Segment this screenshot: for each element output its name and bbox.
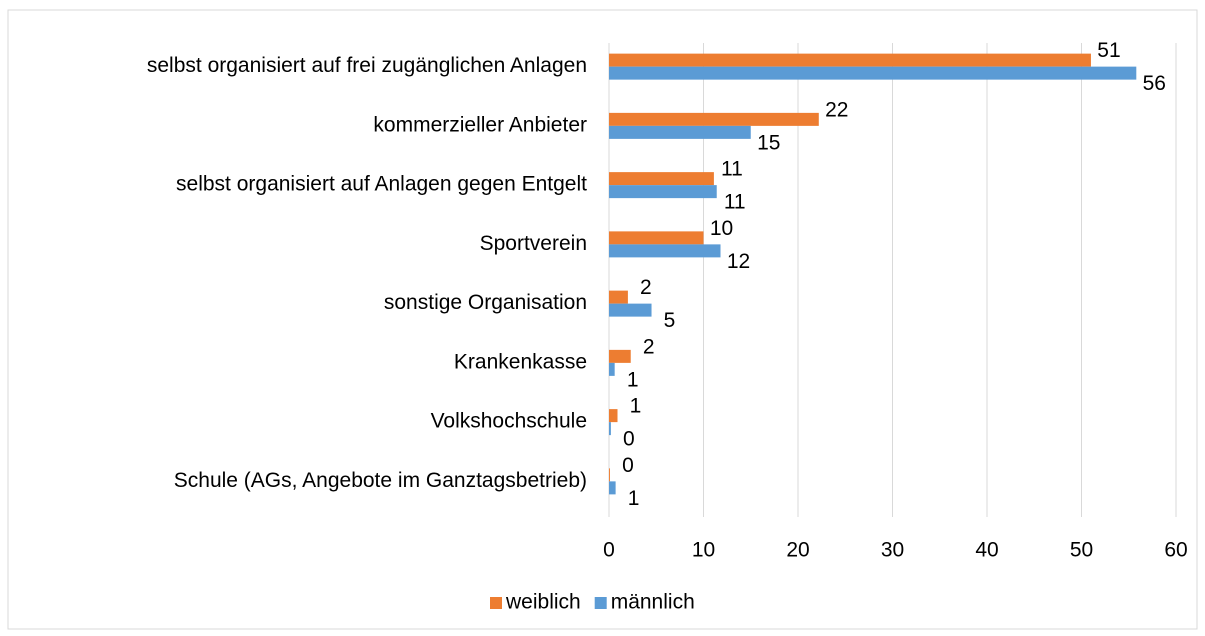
bar: [609, 53, 1091, 67]
bar: [609, 172, 714, 186]
legend-label: weiblich: [505, 591, 581, 614]
bar: [609, 244, 721, 258]
data-label: 1: [630, 395, 642, 418]
y-tick-label: Krankenkasse: [454, 350, 587, 373]
bar: [609, 481, 616, 495]
bar: [609, 303, 652, 317]
chart-border: [7, 9, 1198, 630]
y-tick-label: Volkshochschule: [431, 410, 587, 433]
data-label: 2: [640, 276, 652, 299]
data-label: 15: [757, 131, 780, 154]
data-label: 51: [1097, 39, 1120, 62]
bar: [609, 362, 615, 376]
x-tick-label: 20: [786, 539, 809, 562]
data-label: 56: [1143, 72, 1166, 95]
bar: [609, 422, 611, 436]
y-tick-label: kommerzieller Anbieter: [373, 113, 587, 136]
data-label: 5: [664, 309, 676, 332]
data-label: 12: [727, 250, 750, 273]
bar: [609, 290, 628, 304]
bar: [609, 349, 631, 363]
data-label: 0: [623, 428, 635, 451]
x-tick-label: 40: [975, 539, 998, 562]
bar: [609, 231, 704, 245]
x-tick-label: 30: [881, 539, 904, 562]
bar: [609, 468, 610, 482]
data-label: 22: [825, 98, 848, 121]
y-tick-label: Schule (AGs, Angebote im Ganztagsbetrieb…: [174, 469, 587, 492]
legend-swatch: [490, 597, 502, 609]
x-tick-label: 10: [692, 539, 715, 562]
data-label: 11: [724, 191, 746, 214]
data-label: 0: [622, 454, 634, 477]
data-label: 2: [643, 335, 655, 358]
data-label: 10: [710, 217, 733, 240]
bar: [609, 66, 1137, 80]
data-label: 1: [628, 487, 640, 510]
bar: [609, 185, 717, 199]
bar: [609, 409, 618, 423]
data-label: 1: [627, 368, 639, 391]
x-tick-label: 0: [603, 539, 615, 562]
bar: [609, 112, 819, 126]
y-tick-label: selbst organisiert auf Anlagen gegen Ent…: [176, 173, 587, 196]
x-tick-label: 60: [1164, 539, 1187, 562]
data-label: 11: [721, 158, 743, 181]
y-tick-label: sonstige Organisation: [384, 291, 587, 314]
legend-label: männlich: [611, 591, 695, 614]
y-tick-label: Sportverein: [480, 232, 587, 255]
x-tick-label: 50: [1070, 539, 1093, 562]
bar: [609, 125, 751, 139]
y-tick-label: selbst organisiert auf frei zugänglichen…: [147, 54, 587, 77]
legend-swatch: [594, 597, 607, 609]
